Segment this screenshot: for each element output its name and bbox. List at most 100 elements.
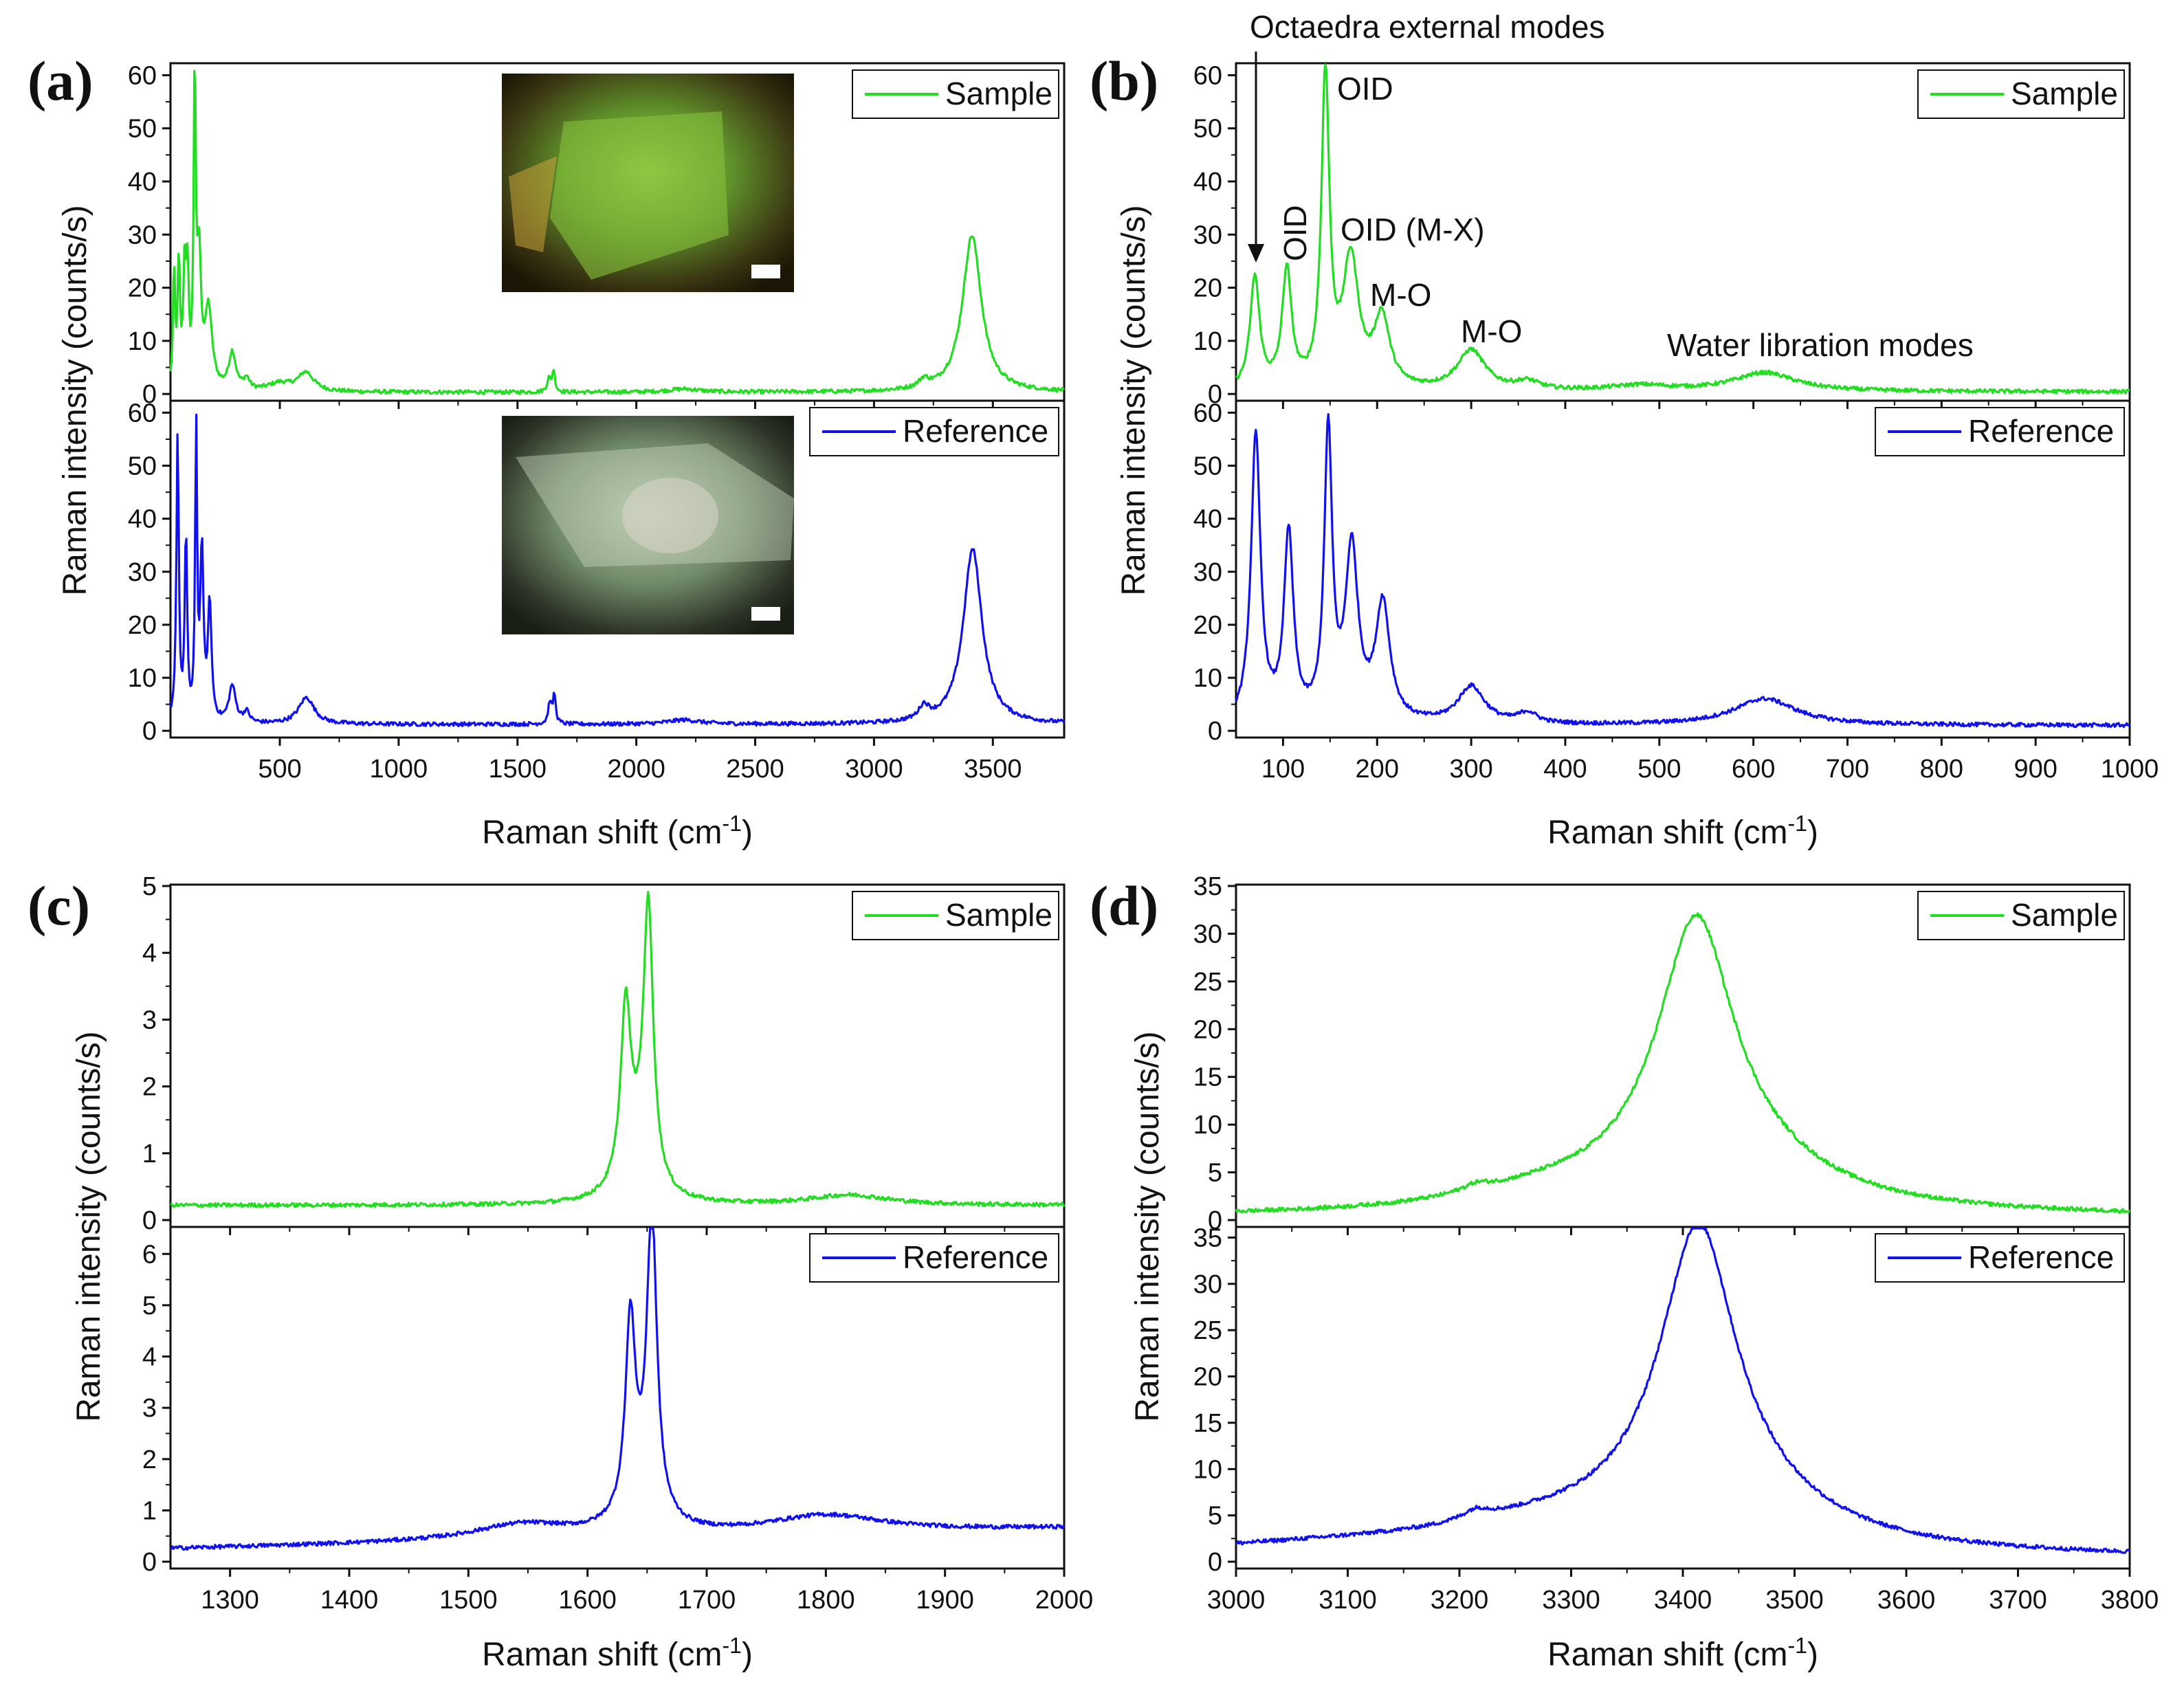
legend-label: Reference <box>1968 1239 2114 1275</box>
peak-annotation: OID (M-X) <box>1341 212 1485 247</box>
x-tick-label: 1300 <box>201 1586 259 1615</box>
subplot-reference: 0 1 2 3 4 5 6 Reference <box>142 1226 1066 1577</box>
y-tick-label: 10 <box>128 664 157 693</box>
y-tick-label: 15 <box>1193 1063 1222 1092</box>
y-tick-label: 60 <box>128 61 157 90</box>
y-axis-label: Raman intensity (counts/s) <box>71 1031 107 1421</box>
y-tick-label: 40 <box>128 505 157 534</box>
x-tick-label: 500 <box>258 755 301 784</box>
x-tick-label: 1600 <box>558 1586 617 1615</box>
x-tick-label: 3500 <box>964 755 1022 784</box>
y-tick-label: 5 <box>142 1292 157 1320</box>
y-tick-label: 30 <box>128 558 157 587</box>
y-tick-label: 0 <box>142 380 157 409</box>
y-tick-label: 0 <box>142 1548 157 1577</box>
y-tick-label: 4 <box>142 939 157 968</box>
y-tick-label: 50 <box>128 452 157 481</box>
panel-d: (d) Raman intensity (counts/s) Raman shift… <box>1090 872 2159 1673</box>
x-tick-label: 1800 <box>797 1586 855 1615</box>
y-tick-label: 35 <box>1193 872 1222 901</box>
y-tick-label: 5 <box>1208 1502 1222 1531</box>
scale-bar <box>751 265 780 278</box>
y-tick-label: 2 <box>142 1445 157 1474</box>
y-tick-label: 1 <box>142 1496 157 1525</box>
x-axis-label: Raman shift (cm-1) <box>1547 811 1818 851</box>
crystal-shape <box>550 111 729 280</box>
x-tick-label: 1000 <box>2101 755 2159 784</box>
series-line-reference <box>1235 1227 2131 1554</box>
y-tick-label: 4 <box>142 1343 157 1372</box>
x-tick-label: 1400 <box>320 1586 379 1615</box>
subplot-sample: 0 5 10 15 20 25 30 35 Sample <box>1193 872 2131 1235</box>
y-tick-label: 20 <box>1193 1363 1222 1392</box>
y-tick-label: 6 <box>142 1240 157 1269</box>
x-tick-label: 100 <box>1261 755 1305 784</box>
y-tick-label: 35 <box>1193 1223 1222 1252</box>
subplot-sample: 0 10 20 30 40 50 60 Sample <box>128 61 1066 409</box>
crystal-reflection <box>509 156 557 252</box>
y-tick-label: 60 <box>1193 61 1222 90</box>
y-tick-label: 25 <box>1193 968 1222 997</box>
y-tick-label: 0 <box>142 1206 157 1235</box>
legend-label: Sample <box>945 897 1052 933</box>
y-tick-label: 30 <box>1193 221 1222 250</box>
y-tick-label: 0 <box>1208 717 1222 746</box>
y-tick-label: 60 <box>1193 399 1222 428</box>
x-axis-label: Raman shift (cm-1) <box>1547 1633 1818 1673</box>
legend-label: Sample <box>2011 897 2118 933</box>
legend-label: Sample <box>945 76 1052 111</box>
x-tick-label: 3700 <box>1989 1586 2047 1615</box>
peak-annotation: Water libration modes <box>1667 327 1974 363</box>
legend-label: Reference <box>1968 413 2114 449</box>
x-tick-label: 3000 <box>845 755 903 784</box>
x-tick-label: 1700 <box>678 1586 736 1615</box>
y-tick-label: 10 <box>1193 664 1222 693</box>
subplot-reference: 0 10 20 30 40 50 60 Reference <box>1193 399 2131 746</box>
x-tick-label: 1900 <box>916 1586 974 1615</box>
peak-annotation: Octaedra external modes <box>1250 9 1605 45</box>
peak-annotation: OID <box>1277 205 1313 261</box>
y-tick-label: 15 <box>1193 1409 1222 1438</box>
series-line-reference <box>170 1227 1066 1551</box>
y-tick-label: 0 <box>1208 1206 1222 1235</box>
panel-label: (b) <box>1090 49 1158 112</box>
y-tick-label: 5 <box>142 872 157 901</box>
scale-bar <box>751 607 780 621</box>
y-tick-label: 10 <box>1193 1111 1222 1140</box>
x-tick-label: 600 <box>1732 755 1775 784</box>
panel-b: (b) Raman intensity (counts/s) Raman shift… <box>1090 9 2159 851</box>
y-tick-label: 25 <box>1193 1316 1222 1345</box>
panel-c: (c) Raman intensity (counts/s) Raman shift… <box>27 872 1093 1673</box>
x-tick-label: 3200 <box>1431 1586 1489 1615</box>
x-tick-label: 1500 <box>489 755 547 784</box>
y-tick-label: 30 <box>1193 1270 1222 1299</box>
y-tick-label: 50 <box>128 115 157 144</box>
y-tick-label: 20 <box>1193 1015 1222 1044</box>
y-tick-label: 50 <box>1193 115 1222 144</box>
panel-label: (a) <box>27 49 93 112</box>
y-tick-label: 10 <box>1193 327 1222 356</box>
x-axis-label: Raman shift (cm-1) <box>482 811 753 851</box>
y-tick-label: 40 <box>1193 505 1222 534</box>
y-tick-label: 60 <box>128 399 157 428</box>
series-line-sample <box>1235 912 2131 1214</box>
x-tick-label: 700 <box>1826 755 1869 784</box>
x-tick-label: 1500 <box>439 1586 498 1615</box>
x-tick-label: 3000 <box>1207 1586 1266 1615</box>
y-axis-label: Raman intensity (counts/s) <box>57 205 93 595</box>
x-tick-label: 3300 <box>1542 1586 1600 1615</box>
y-tick-label: 0 <box>1208 380 1222 409</box>
panel-label: (d) <box>1090 874 1158 937</box>
y-tick-label: 40 <box>1193 168 1222 197</box>
series-line-reference <box>1235 413 2131 729</box>
y-tick-label: 0 <box>142 717 157 746</box>
x-tick-label: 500 <box>1637 755 1681 784</box>
y-tick-label: 40 <box>128 168 157 197</box>
peak-annotation: M-O <box>1370 277 1431 313</box>
crystal-reflection <box>622 478 718 553</box>
plot-frame <box>169 399 1066 739</box>
y-tick-label: 2 <box>142 1073 157 1102</box>
series-line-sample <box>1235 63 2130 395</box>
subplot-sample: 0 10 20 30 40 50 60 Sample Octaedra external mod… <box>1193 9 2131 409</box>
